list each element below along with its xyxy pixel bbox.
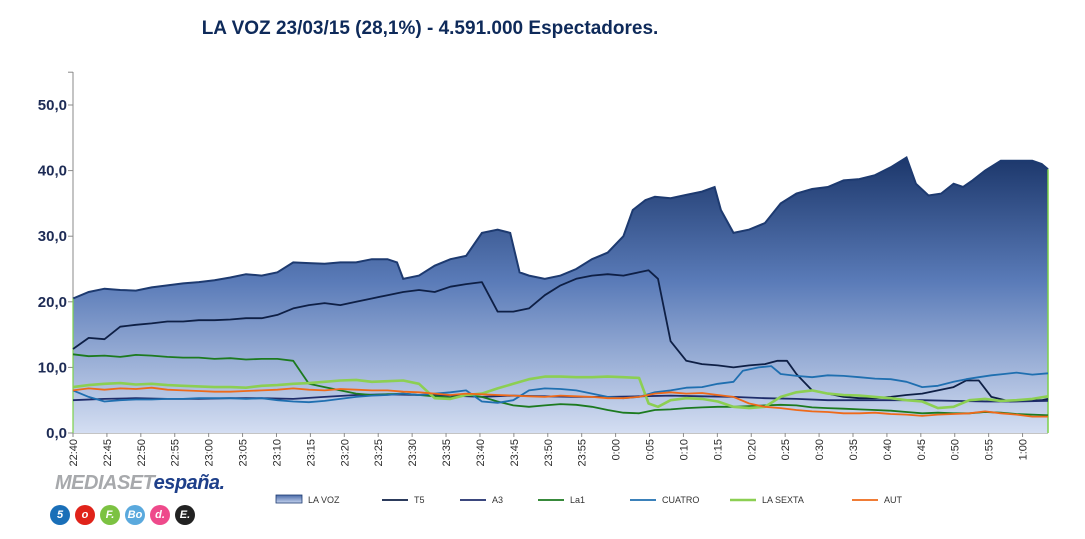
- legend-label-la-sexta: LA SEXTA: [762, 495, 804, 505]
- area-layer: [73, 157, 1048, 433]
- x-tick-label: 0:25: [780, 439, 792, 460]
- legend-label-a3: A3: [492, 495, 503, 505]
- series-line-la-sexta: [72, 375, 1049, 410]
- legend-label-aut: AUT: [884, 495, 903, 505]
- x-tick-label: 0:20: [746, 439, 758, 460]
- x-tick-label: 0:50: [950, 439, 962, 460]
- y-tick-label: 0,0: [46, 425, 67, 442]
- x-tick-label: 23:35: [441, 439, 453, 467]
- legend-label-la-voz: LA VOZ: [308, 495, 340, 505]
- x-tick-label: 0:45: [916, 439, 928, 460]
- x-tick-label: 22:55: [170, 439, 182, 467]
- y-tick-label: 50,0: [38, 97, 67, 114]
- legend: LA VOZ T5 A3 La1 CUATRO LA SEXTA AUT: [275, 494, 903, 505]
- x-tick-label: 22:45: [102, 439, 114, 467]
- series-line-t5: [72, 269, 1049, 403]
- x-tick-label: 23:00: [204, 439, 216, 467]
- axes-group: 0,0 10,0 20,0 30,0 40,0 50,0 22:40 22:45 22:50 22…: [38, 71, 1048, 467]
- x-tick-label: 0:05: [645, 439, 657, 460]
- cuatro-icon: o: [75, 505, 95, 525]
- series-area-la-voz: [73, 157, 1048, 433]
- legend-label-t5: T5: [414, 495, 425, 505]
- series-line-la-voz: [72, 155, 1049, 300]
- x-tick-label: 23:45: [509, 439, 521, 467]
- x-tick-label: 23:40: [475, 439, 487, 467]
- x-tick-label: 22:40: [68, 439, 80, 467]
- legend-swatch-la-voz: [275, 494, 303, 504]
- y-tick-label: 30,0: [38, 228, 67, 245]
- y-tick-label: 10,0: [38, 359, 67, 376]
- x-tick-label: 23:10: [271, 439, 283, 467]
- x-tick-label: 0:30: [814, 439, 826, 460]
- x-tick-label: 23:55: [577, 439, 589, 467]
- x-tick-label: 0:00: [611, 439, 623, 460]
- x-tick-label: 0:55: [984, 439, 996, 460]
- lines-layer: [72, 155, 1049, 433]
- logo-sub: españa: [153, 472, 220, 494]
- divinity-icon: d.: [150, 505, 170, 525]
- x-tick-label: 23:05: [238, 439, 250, 467]
- chart-title: LA VOZ 23/03/15 (28,1%) - 4.591.000 Espe…: [201, 18, 659, 39]
- y-tick-label: 40,0: [38, 163, 67, 180]
- x-tick-label: 23:50: [543, 439, 555, 467]
- logo-main: MEDIASET: [55, 472, 154, 494]
- x-tick-label: 0:15: [712, 439, 724, 460]
- legend-label-cuatro: CUATRO: [662, 495, 699, 505]
- channel-icons: 5 o F. Bo d. E.: [50, 505, 195, 525]
- x-tick-label: 23:20: [339, 439, 351, 467]
- x-tick-label: 1:00: [1018, 439, 1030, 460]
- x-tick-label: 22:50: [136, 439, 148, 467]
- telecinco-icon: 5: [50, 505, 70, 525]
- series-line-la1: [72, 353, 1049, 417]
- x-tick-label: 0:10: [678, 439, 690, 460]
- logo-dot: .: [219, 472, 226, 494]
- series-line-cuatro: [72, 365, 1049, 404]
- series-line-aut: [72, 386, 1048, 418]
- x-tick-label: 0:40: [882, 439, 894, 460]
- x-tick-label: 0:35: [848, 439, 860, 460]
- energy-icon: E.: [175, 505, 195, 525]
- fdf-icon: F.: [100, 505, 120, 525]
- y-tick-label: 20,0: [38, 294, 67, 311]
- x-tick-label: 23:15: [305, 439, 317, 467]
- x-tick-label: 23:25: [373, 439, 385, 467]
- legend-label-la1: La1: [570, 495, 585, 505]
- mediaset-logo: MEDIASETespaña.: [55, 472, 225, 495]
- x-tick-label: 23:30: [407, 439, 419, 467]
- boing-icon: Bo: [125, 505, 145, 525]
